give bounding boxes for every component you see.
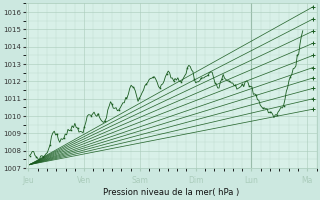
X-axis label: Pression niveau de la mer( hPa ): Pression niveau de la mer( hPa ) <box>103 188 239 197</box>
